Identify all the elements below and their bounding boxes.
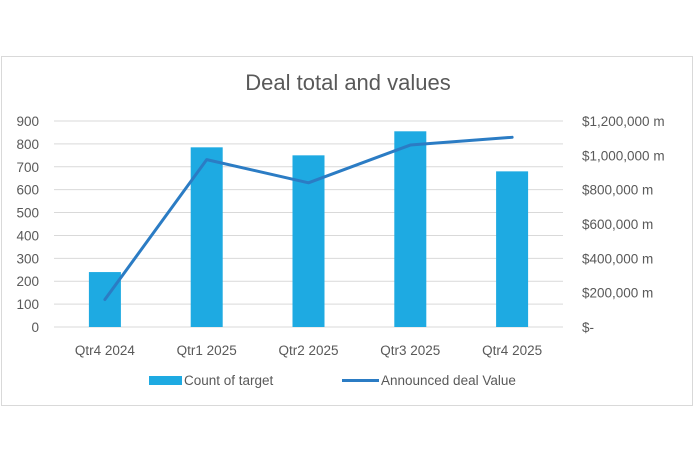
right-axis-tick: $1,200,000 m — [582, 114, 665, 129]
right-axis-tick: $600,000 m — [582, 217, 653, 232]
legend-item-value: Announced deal Value — [342, 373, 516, 388]
x-axis-labels: Qtr4 2024 Qtr1 2025 Qtr2 2025 Qtr3 2025 Qtr4… — [75, 343, 542, 358]
x-axis-tick: Qtr4 2025 — [482, 343, 542, 358]
left-axis-tick: 0 — [31, 320, 39, 335]
chart-title: Deal total and values — [245, 70, 451, 95]
bar-swatch-icon — [149, 376, 182, 385]
line-series — [103, 135, 514, 302]
left-axis-tick: 400 — [16, 228, 39, 243]
right-axis-labels: $- $200,000 m $400,000 m $600,000 m $800,000… — [582, 114, 665, 335]
left-axis-tick: 300 — [16, 251, 39, 266]
left-axis-labels: 0 100 200 300 400 500 600 700 800 900 — [16, 114, 39, 335]
left-axis-tick: 500 — [16, 206, 39, 221]
left-axis-tick: 700 — [16, 160, 39, 175]
left-axis-tick: 100 — [16, 297, 39, 312]
left-axis-tick: 600 — [16, 183, 39, 198]
x-axis-tick: Qtr3 2025 — [380, 343, 440, 358]
right-axis-tick: $400,000 m — [582, 251, 653, 266]
left-axis-tick: 900 — [16, 114, 39, 129]
x-axis-tick: Qtr4 2024 — [75, 343, 136, 358]
legend-label: Announced deal Value — [381, 373, 516, 388]
right-axis-tick: $- — [582, 320, 594, 335]
bar — [394, 131, 427, 327]
legend: Count of target Announced deal Value — [0, 373, 696, 393]
left-axis-tick: 800 — [16, 137, 39, 152]
right-axis-tick: $200,000 m — [582, 286, 653, 301]
x-axis-tick: Qtr1 2025 — [177, 343, 237, 358]
bar — [496, 171, 529, 327]
chart-frame — [1, 56, 693, 406]
right-axis-tick: $1,000,000 m — [582, 148, 665, 163]
value-line — [103, 135, 514, 302]
legend-item-count: Count of target — [149, 373, 273, 388]
bar — [190, 147, 223, 327]
left-axis-tick: 200 — [16, 274, 39, 289]
legend-label: Count of target — [184, 373, 274, 388]
right-axis-tick: $800,000 m — [582, 183, 653, 198]
line-swatch-icon — [342, 379, 379, 382]
x-axis-tick: Qtr2 2025 — [278, 343, 338, 358]
